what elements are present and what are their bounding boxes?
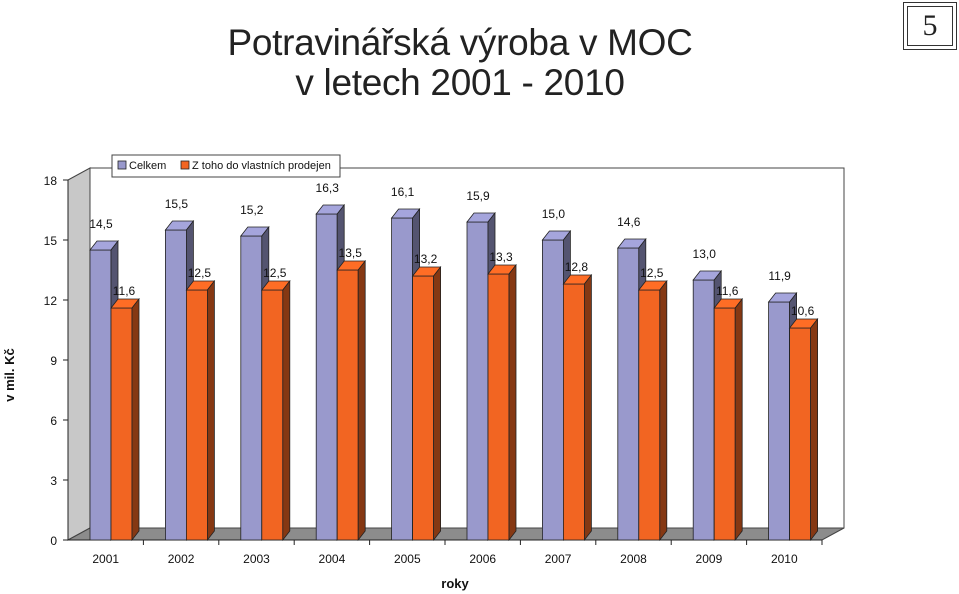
bar-prodejny-2010 <box>789 327 811 541</box>
data-label: 12,5 <box>188 266 212 280</box>
data-label: 13,5 <box>339 246 363 260</box>
bar-celkem-2002 <box>164 229 187 541</box>
plot-side-wall <box>67 167 91 541</box>
legend-swatch-celkem <box>117 160 127 170</box>
bar-side-face <box>810 317 818 542</box>
y-tick-label: 15 <box>44 234 58 248</box>
legend-label-prodejny: Z toho do vlastních prodejen <box>192 160 331 172</box>
y-tick-label: 12 <box>44 294 58 308</box>
x-tick-label: 2005 <box>394 552 421 566</box>
x-axis-title: roky <box>441 576 469 591</box>
y-tick-label: 3 <box>50 474 57 488</box>
data-label: 15,2 <box>240 203 264 217</box>
x-tick-label: 2009 <box>696 552 723 566</box>
legend-box <box>111 154 341 178</box>
bar-prodejny-2003 <box>261 289 284 541</box>
data-label: 16,1 <box>391 185 415 199</box>
y-tick-label: 6 <box>50 414 57 428</box>
bar-side-face <box>357 259 366 542</box>
y-tick-label: 0 <box>50 534 57 548</box>
page-number-box: 5 <box>903 2 957 50</box>
bar-prodejny-2008 <box>638 289 661 541</box>
bar-prodejny-2009 <box>713 307 736 541</box>
y-tick-label: 9 <box>50 354 57 368</box>
bar-celkem-2007 <box>542 239 564 541</box>
bar-side-face <box>206 279 215 542</box>
x-tick-label: 2010 <box>771 552 798 566</box>
x-tick-label: 2004 <box>319 552 346 566</box>
x-tick-label: 2003 <box>243 552 270 566</box>
page-number: 5 <box>907 6 953 46</box>
bar-side-face <box>282 279 291 542</box>
data-label: 12,5 <box>263 266 287 280</box>
bar-celkem-2010 <box>768 301 790 541</box>
bar-side-face <box>584 273 592 542</box>
data-label: 12,8 <box>565 260 589 274</box>
bar-side-face <box>508 263 517 542</box>
bar-prodejny-2007 <box>563 283 585 541</box>
bar-celkem-2005 <box>391 217 414 541</box>
bar-celkem-2003 <box>240 235 263 541</box>
x-tick-label: 2002 <box>168 552 195 566</box>
bar-prodejny-2002 <box>185 289 208 541</box>
bar-side-face <box>433 265 442 542</box>
x-tick-label: 2006 <box>469 552 496 566</box>
data-label: 10,6 <box>791 304 815 318</box>
data-label: 16,3 <box>316 181 340 195</box>
chart-title-line-2: v letech 2001 - 2010 <box>295 62 625 103</box>
legend-swatch-prodejny <box>180 160 190 170</box>
data-label: 15,0 <box>542 207 566 221</box>
bar-prodejny-2001 <box>110 307 133 541</box>
data-label: 14,5 <box>89 217 113 231</box>
bar-celkem-2008 <box>617 247 640 541</box>
data-label: 12,5 <box>640 266 664 280</box>
bar-celkem-2006 <box>466 221 489 541</box>
legend-label-celkem: Celkem <box>129 160 166 172</box>
chart-title-line-1: Potravinářská výroba v MOC <box>227 22 693 63</box>
data-label: 15,9 <box>466 189 490 203</box>
x-tick-label: 2001 <box>92 552 119 566</box>
bar-prodejny-2005 <box>412 275 435 541</box>
x-tick-label: 2008 <box>620 552 647 566</box>
bar-celkem-2009 <box>692 279 715 541</box>
data-label: 13,3 <box>489 250 513 264</box>
data-label: 13,2 <box>414 252 438 266</box>
data-label: 15,5 <box>165 197 189 211</box>
bar-celkem-2004 <box>315 213 338 541</box>
bar-side-face <box>734 297 743 542</box>
y-tick-label: 18 <box>44 174 58 188</box>
x-tick-label: 2007 <box>545 552 572 566</box>
data-label: 13,0 <box>693 247 717 261</box>
bar-prodejny-2006 <box>487 273 510 541</box>
y-axis-title: v mil. Kč <box>2 348 17 401</box>
data-label: 14,6 <box>617 215 641 229</box>
data-label: 11,6 <box>113 284 136 298</box>
data-label: 11,6 <box>716 284 739 298</box>
bar-side-face <box>659 279 668 542</box>
data-label: 11,9 <box>768 269 791 283</box>
bar-prodejny-2004 <box>336 269 359 541</box>
bar-celkem-2001 <box>89 249 112 541</box>
bar-side-face <box>131 297 140 542</box>
